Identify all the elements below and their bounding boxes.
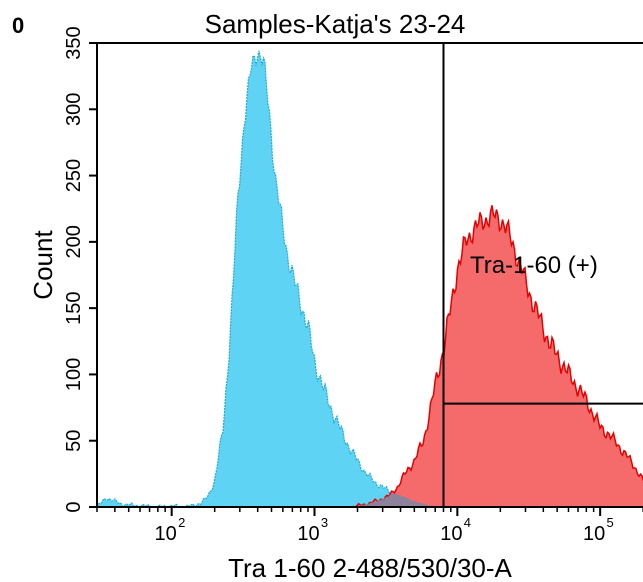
x-tick-label: 10 bbox=[297, 523, 319, 545]
gate-label: Tra-1-60 (+) bbox=[470, 252, 598, 279]
y-tick-label: 200 bbox=[63, 225, 85, 258]
x-tick-exponent: 4 bbox=[464, 515, 471, 530]
y-axis-ticks: 0 50 100 150 200 250 300 350 bbox=[63, 26, 97, 513]
y-tick-label: 0 bbox=[63, 501, 85, 512]
x-tick-base: 10 bbox=[297, 523, 319, 545]
x-tick-base: 10 bbox=[155, 523, 177, 545]
x-tick-base: 10 bbox=[583, 523, 605, 545]
x-tick-base: 10 bbox=[440, 523, 462, 545]
x-tick-label: 10 bbox=[583, 523, 605, 545]
plot-frame bbox=[96, 42, 643, 508]
panel-marker: 0 bbox=[12, 13, 24, 38]
x-tick-exponent: 5 bbox=[607, 515, 614, 530]
series-overlap-area bbox=[351, 493, 444, 507]
series-positive-area bbox=[350, 205, 643, 507]
y-tick-label: 50 bbox=[63, 430, 85, 452]
x-tick-exponent: 2 bbox=[178, 515, 185, 530]
series-negative-area bbox=[97, 50, 445, 507]
gate-layer: Tra-1-60 (+) bbox=[442, 43, 643, 507]
y-tick-label: 350 bbox=[63, 26, 85, 59]
y-axis-label: Count bbox=[28, 230, 58, 300]
y-tick-label: 300 bbox=[63, 93, 85, 126]
x-tick-label: 10 bbox=[440, 523, 462, 545]
y-tick-label: 150 bbox=[63, 291, 85, 324]
x-tick-exponent: 3 bbox=[321, 515, 328, 530]
plot-area: Tra-1-60 (+) bbox=[97, 43, 643, 507]
y-tick-label: 250 bbox=[63, 159, 85, 192]
x-tick-label: 10 bbox=[155, 523, 177, 545]
y-tick-label: 100 bbox=[63, 358, 85, 391]
chart-title: Samples-Katja's 23-24 bbox=[205, 9, 466, 39]
x-axis-label: Tra 1-60 2-488/530/30-A bbox=[228, 553, 512, 582]
